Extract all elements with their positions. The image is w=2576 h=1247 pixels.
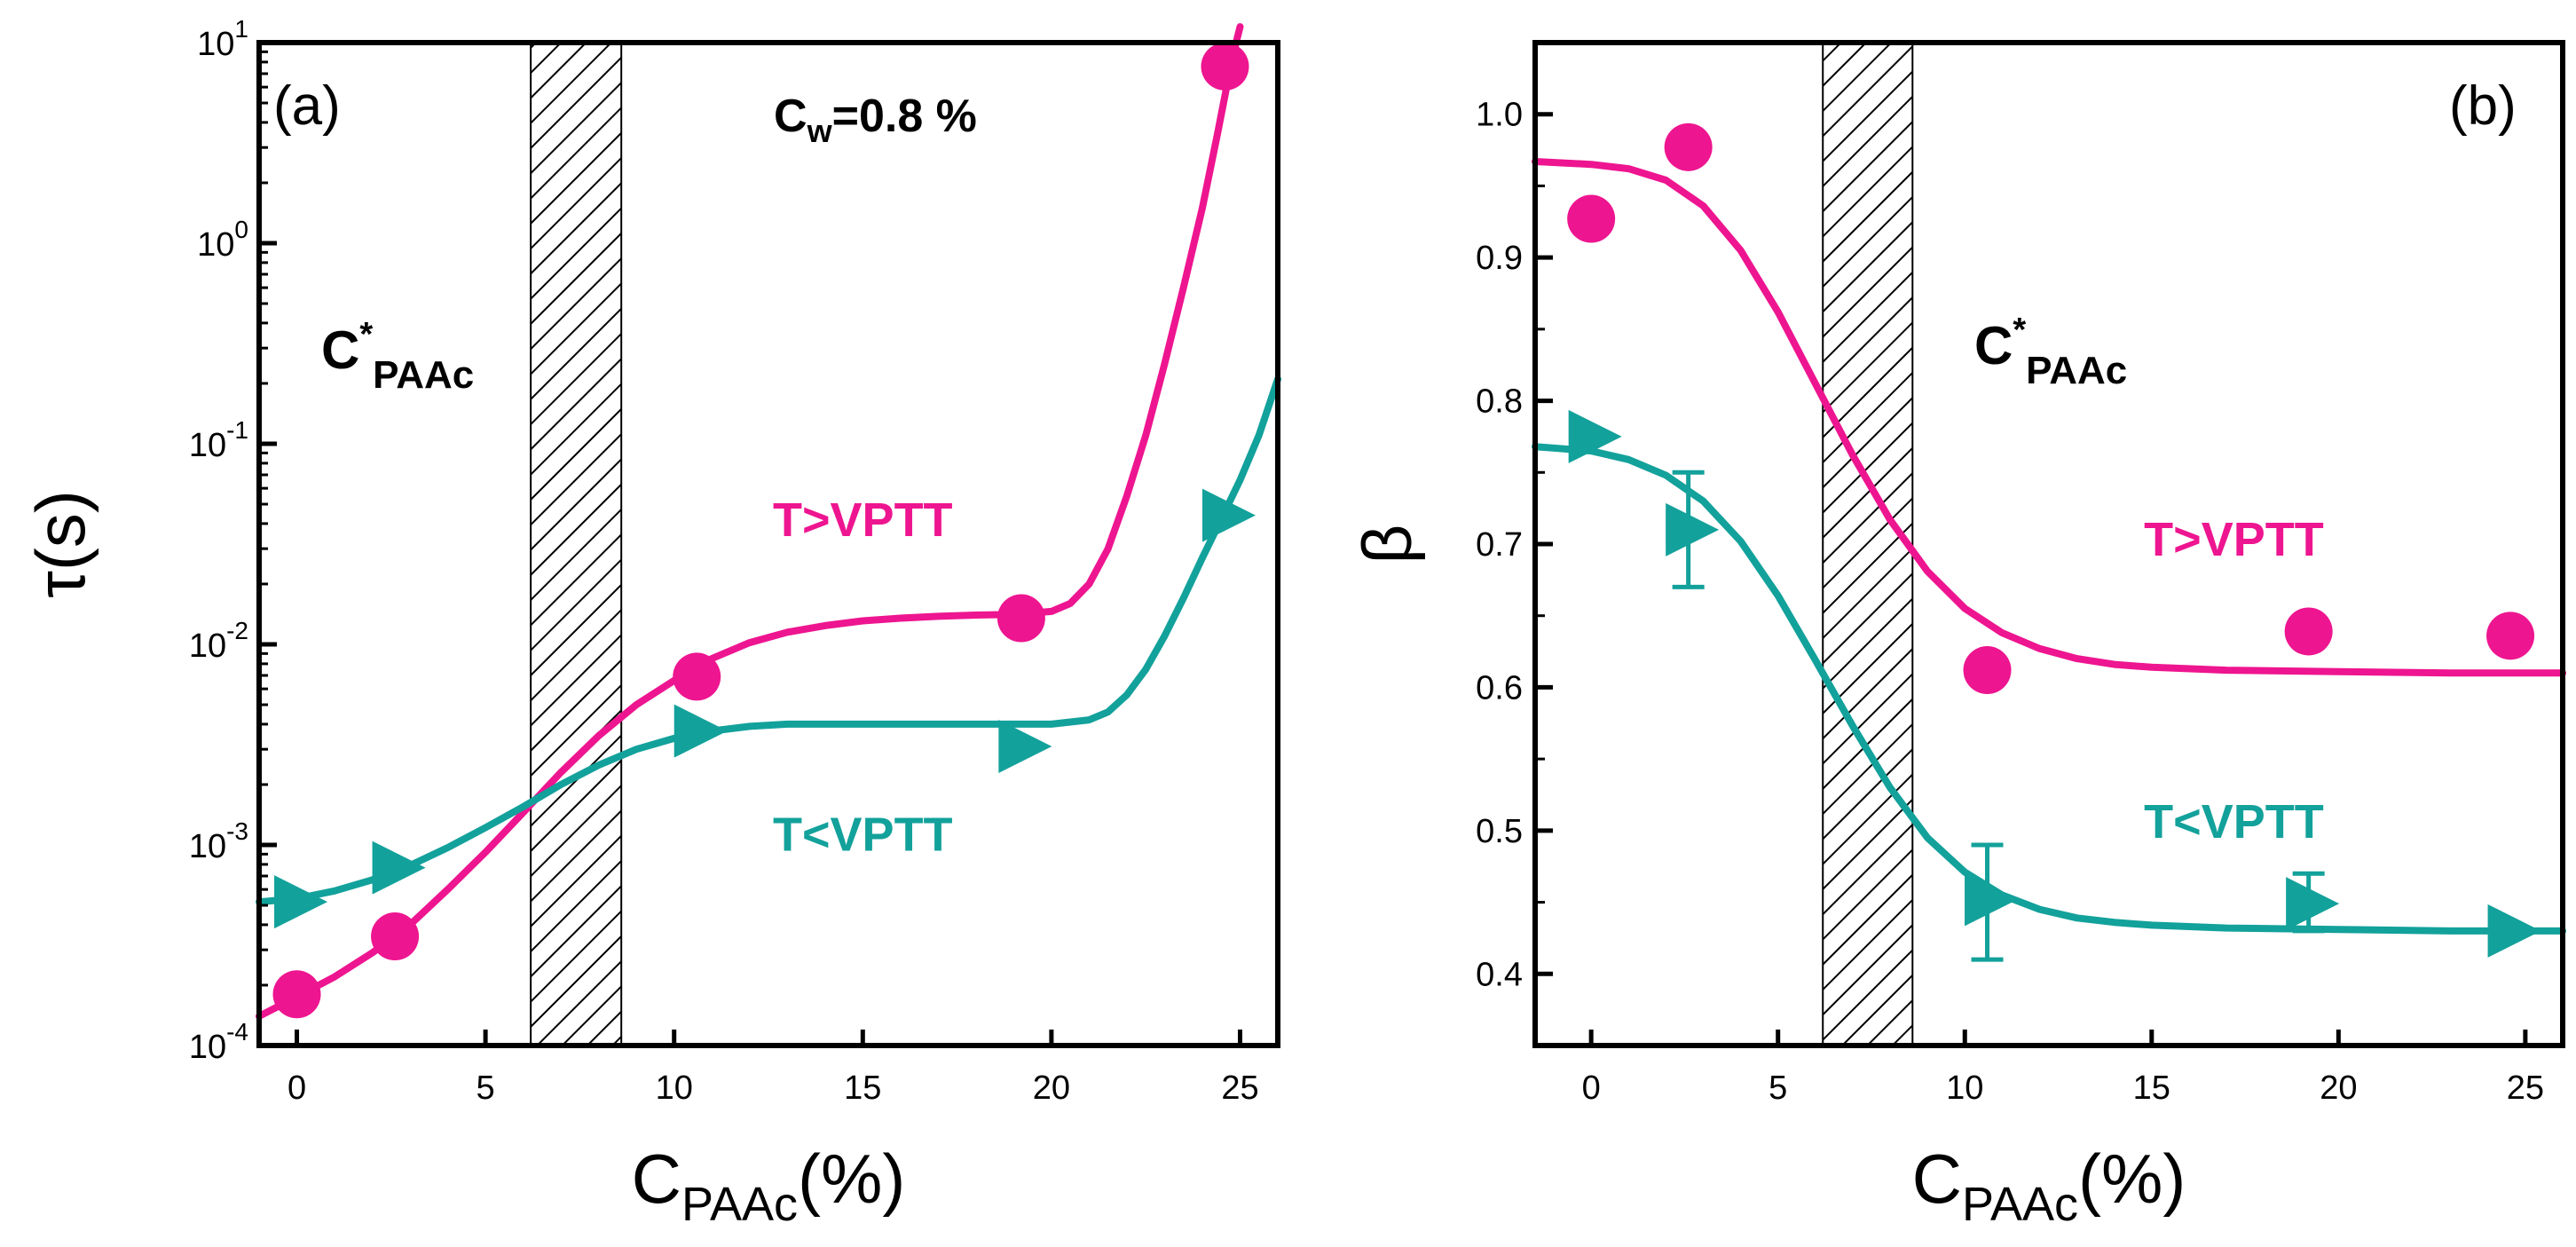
fit-curve-high-t xyxy=(1532,158,2566,677)
x-title-sub: PAAc xyxy=(1962,1178,2078,1231)
panel-label: (b) xyxy=(2449,75,2517,137)
x-tick-label: 25 xyxy=(2507,1069,2544,1107)
data-point-low-t xyxy=(2286,877,2340,931)
y-tick-label: 0.9 xyxy=(1476,240,1523,277)
x-tick-label: 20 xyxy=(1033,1069,1070,1107)
y-tick-power: -2 xyxy=(226,617,248,644)
y-tick-label: 10-2 xyxy=(189,617,248,665)
cstar-main: C xyxy=(321,320,359,380)
data-point-high-t xyxy=(1664,122,1713,171)
y-tick-base: 10 xyxy=(189,1029,226,1066)
y-tick-label: 100 xyxy=(197,216,248,264)
x-tick-label: 5 xyxy=(1769,1069,1787,1107)
fit-curve-low-t xyxy=(1532,443,2566,935)
y-tick-base: 10 xyxy=(197,26,234,63)
x-tick-label: 0 xyxy=(1582,1069,1601,1107)
y-tick-label: 0.7 xyxy=(1476,526,1523,564)
y-tick-label: 0.6 xyxy=(1476,669,1523,706)
x-title-suffix: (%) xyxy=(2078,1140,2186,1218)
data-point-high-t xyxy=(371,912,420,961)
fit-curve-high-t xyxy=(256,23,1244,1020)
data-point-low-t xyxy=(998,719,1052,773)
y-tick-label: 0.8 xyxy=(1476,383,1523,421)
y-tick-label: 1.0 xyxy=(1476,97,1523,134)
cstar-label: C*PAAc xyxy=(1974,312,2127,392)
fit-curve-low-t xyxy=(256,375,1281,906)
data-point-low-t xyxy=(1666,502,1720,556)
panel-b: 0 5 10 15 20 25 0.40.50.60.70.80.91.0 (b) C*P… xyxy=(1348,40,2566,1231)
data-point-low-t xyxy=(1568,409,1622,463)
cstar-sup: * xyxy=(359,316,373,353)
cstar-sup: * xyxy=(2013,312,2026,349)
y-tick-base: 10 xyxy=(189,427,226,464)
series-label-high-t: T>VPTT xyxy=(2144,513,2324,566)
x-tick-label: 10 xyxy=(1946,1069,1983,1107)
x-title-main: C xyxy=(632,1140,681,1218)
concentration-label: Cw=0.8 % xyxy=(774,91,977,149)
panel-label: (a) xyxy=(273,75,341,137)
cstar-sub: PAAc xyxy=(2026,349,2127,392)
x-axis-title: CPAAc(%) xyxy=(1912,1140,2186,1231)
y-tick-label: 10-1 xyxy=(189,416,248,464)
y-tick-label: 10-4 xyxy=(189,1018,248,1066)
data-point-high-t xyxy=(673,652,721,701)
cstar-main: C xyxy=(1974,316,2013,375)
cw-sub: w xyxy=(807,113,833,149)
data-point-low-t xyxy=(2487,904,2541,958)
cstar-label: C*PAAc xyxy=(321,316,474,397)
x-tick-label: 15 xyxy=(844,1069,881,1107)
x-title-suffix: (%) xyxy=(798,1140,905,1218)
y-tick-base: 10 xyxy=(197,226,234,264)
data-point-low-t xyxy=(1965,872,2019,927)
y-tick-label: 0.5 xyxy=(1476,813,1523,850)
data-point-high-t xyxy=(1201,42,1249,91)
data-point-low-t xyxy=(274,875,328,929)
data-point-high-t xyxy=(1567,194,1616,243)
y-tick-label: 10-3 xyxy=(189,817,248,865)
y-tick-power: -3 xyxy=(226,817,248,845)
data-point-low-t xyxy=(674,704,728,758)
plot-frame xyxy=(256,40,1280,1048)
x-tick-label: 10 xyxy=(656,1069,693,1107)
cw-main: C xyxy=(774,91,807,142)
y-tick-power: 0 xyxy=(234,216,248,243)
y-tick-label: 0.4 xyxy=(1476,956,1523,993)
y-axis-title: τ(s) xyxy=(21,490,99,598)
x-tick-label: 0 xyxy=(288,1069,306,1107)
data-point-high-t xyxy=(2284,607,2333,656)
y-tick-base: 10 xyxy=(189,627,226,665)
hatch-region xyxy=(1822,42,1914,1046)
x-title-main: C xyxy=(1912,1140,1962,1218)
x-axis-title: CPAAc(%) xyxy=(632,1140,906,1231)
data-point-high-t xyxy=(2486,612,2535,660)
y-tick-power: -1 xyxy=(226,416,248,444)
cstar-sub: PAAc xyxy=(373,353,474,397)
data-point-high-t xyxy=(1963,646,2012,695)
y-tick-label: 101 xyxy=(197,15,248,63)
cw-rest: =0.8 % xyxy=(832,91,977,142)
hatch-region xyxy=(530,42,623,1046)
x-title-sub: PAAc xyxy=(681,1178,798,1231)
y-tick-power: 1 xyxy=(234,15,248,43)
series-label-low-t: T<VPTT xyxy=(773,809,953,862)
series-label-high-t: T>VPTT xyxy=(773,493,953,547)
x-tick-label: 25 xyxy=(1221,1069,1258,1107)
y-axis-title: β xyxy=(1348,525,1426,564)
data-point-high-t xyxy=(272,970,321,1019)
x-tick-label: 15 xyxy=(2133,1069,2170,1107)
data-point-low-t xyxy=(372,841,426,895)
series-label-low-t: T<VPTT xyxy=(2144,795,2324,848)
data-point-low-t xyxy=(1201,488,1256,542)
x-tick-label: 20 xyxy=(2320,1069,2357,1107)
y-tick-power: -4 xyxy=(226,1018,248,1046)
data-point-high-t xyxy=(997,594,1045,643)
y-tick-base: 10 xyxy=(189,828,226,865)
x-tick-label: 5 xyxy=(477,1069,495,1107)
